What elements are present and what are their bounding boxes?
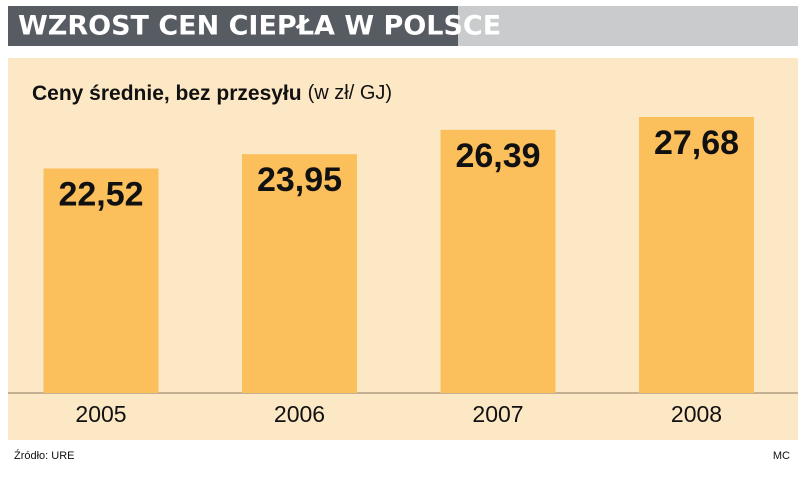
bar bbox=[43, 168, 159, 393]
unit: (w zł/ GJ) bbox=[308, 82, 392, 104]
title-bar bbox=[8, 6, 458, 46]
x-tick-label: 2005 bbox=[75, 401, 126, 427]
subtitle-text: Ceny średnie, bez przesyłu bbox=[32, 82, 302, 105]
source: Źródło: URE bbox=[14, 449, 75, 462]
x-tick-label: 2006 bbox=[274, 401, 325, 427]
bar bbox=[242, 154, 357, 393]
chart-title: WZROST CEN CIEPŁA W POLSCE bbox=[18, 11, 501, 42]
x-tick-label: 2007 bbox=[472, 401, 523, 427]
value-label: 23,95 bbox=[257, 161, 342, 199]
value-label: 22,52 bbox=[58, 175, 143, 213]
bar bbox=[639, 117, 754, 393]
x-tick-label: 2008 bbox=[671, 401, 722, 427]
bar bbox=[440, 129, 556, 393]
value-label: 27,68 bbox=[654, 124, 739, 162]
value-label: 26,39 bbox=[455, 137, 540, 175]
subtitle: Ceny średnie, bez przesyłu (w zł/ GJ) bbox=[32, 82, 392, 105]
credit: MC bbox=[773, 450, 790, 462]
